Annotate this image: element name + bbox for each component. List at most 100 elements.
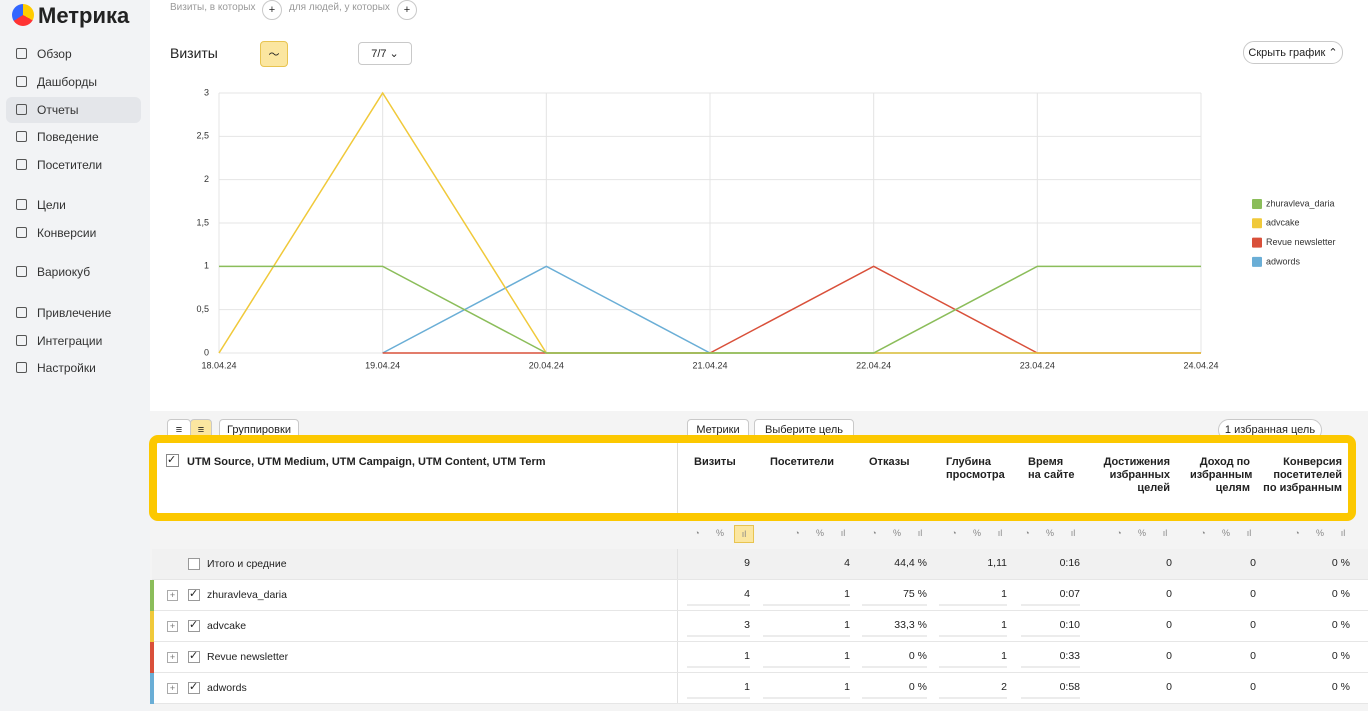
view-icon[interactable]: % [892, 528, 901, 538]
nav-icon [16, 131, 27, 142]
cell: 9 [744, 557, 750, 569]
view-icon[interactable]: ◔ [871, 528, 877, 538]
cell: 1 [744, 650, 750, 662]
cell: 0:16 [1059, 557, 1080, 569]
view-icon[interactable]: % [1315, 528, 1324, 538]
nav-item[interactable]: Посетители [37, 158, 103, 172]
view-icon[interactable]: ◔ [1294, 528, 1300, 538]
nav-item[interactable]: Обзор [37, 47, 72, 61]
view-icon[interactable]: ◔ [794, 528, 800, 538]
row-label: advcake [207, 620, 247, 632]
legend-swatch [1252, 256, 1262, 267]
table-row [152, 580, 1368, 611]
x-tick-label: 22.04.24 [856, 360, 891, 370]
nav-item[interactable]: Привлечение [37, 306, 112, 320]
checkbox[interactable]: ✓ [188, 681, 200, 694]
view-icon[interactable]: ◔ [1200, 528, 1206, 538]
cell: 44,4 % [894, 557, 927, 569]
table-row [152, 673, 1368, 704]
nav-icon [16, 104, 27, 115]
checkbox[interactable]: ✓ [188, 619, 200, 632]
view-icon[interactable]: % [715, 528, 724, 538]
view-icon[interactable]: % [815, 528, 824, 538]
nav-item[interactable]: Настройки [37, 361, 96, 375]
checkbox[interactable] [188, 558, 200, 570]
checkbox[interactable]: ✓ [188, 588, 200, 601]
nav-item[interactable]: Дашборды [37, 75, 97, 89]
y-tick-label: 1 [204, 261, 209, 271]
cell: 1 [744, 681, 750, 693]
view-icon[interactable]: ıl [997, 528, 1003, 538]
cell: 0 [1166, 588, 1172, 600]
hide-chart[interactable]: Скрыть график ⌃ [1243, 41, 1343, 64]
nav-item[interactable]: Отчеты [37, 103, 79, 117]
cell-track [939, 666, 1007, 668]
divider [677, 580, 678, 610]
nav-icon [16, 48, 27, 59]
column-header[interactable]: Достижения избранных целей [1103, 456, 1170, 494]
row-label: Revue newsletter [207, 651, 289, 663]
view-icon[interactable]: ıl [734, 525, 754, 543]
cell-track [687, 604, 750, 606]
expand[interactable]: + [167, 652, 178, 663]
view-icon[interactable]: ıl [1070, 528, 1076, 538]
nav-icon [16, 199, 27, 210]
cell: 0:33 [1059, 650, 1080, 662]
column-header[interactable]: Посетители [770, 456, 834, 468]
cell: 0 [1166, 619, 1172, 631]
view-icon[interactable]: ◔ [1116, 528, 1122, 538]
cell: 0 % [1331, 557, 1350, 569]
cell-track [763, 635, 850, 637]
checkbox[interactable]: ✓ [188, 650, 200, 663]
column-header[interactable]: Доход по избранным целям [1190, 456, 1253, 494]
expand[interactable]: + [167, 590, 178, 601]
add-filter[interactable]: + [397, 0, 417, 20]
legend-label: Revue newsletter [1266, 237, 1336, 247]
nav-icon [16, 266, 27, 277]
x-tick-label: 24.04.24 [1183, 360, 1218, 370]
view-icon[interactable]: % [1221, 528, 1230, 538]
line-mode[interactable]: 〜 [260, 41, 288, 67]
view-icon[interactable]: ıl [840, 528, 846, 538]
column-header[interactable]: Отказы [869, 456, 910, 468]
cell-track [939, 604, 1007, 606]
cell-track [862, 697, 927, 699]
cell: 0 % [1331, 588, 1350, 600]
nav-item[interactable]: Поведение [37, 130, 99, 144]
view-icon[interactable]: ◔ [1024, 528, 1030, 538]
add-filter[interactable]: + [262, 0, 282, 20]
filter: для людей, у которых [289, 2, 390, 13]
view-icon[interactable]: ıl [1162, 528, 1168, 538]
expand[interactable]: + [167, 621, 178, 632]
nav-item[interactable]: Конверсии [37, 226, 97, 240]
view-icon[interactable]: ıl [1340, 528, 1346, 538]
column-header[interactable]: Визиты [694, 456, 736, 468]
column-header[interactable]: Глубина просмотра [946, 456, 1005, 481]
checkbox[interactable]: ✓ [166, 454, 179, 467]
expand[interactable]: + [167, 683, 178, 694]
view-icon[interactable]: ◔ [951, 528, 957, 538]
legend-swatch [1252, 237, 1262, 248]
cell: 0 % [908, 650, 927, 662]
column-header[interactable]: Конверсия посетителей по избранным [1263, 456, 1342, 494]
segments[interactable]: 7/7 ⌄ [358, 42, 412, 65]
cell: 0:10 [1059, 619, 1080, 631]
y-tick-label: 0 [204, 347, 209, 357]
cell-track [1021, 604, 1080, 606]
view-icon[interactable]: ıl [1246, 528, 1252, 538]
view-icon[interactable]: % [1137, 528, 1146, 538]
nav-item[interactable]: Цели [37, 198, 66, 212]
nav-item[interactable]: Вариокуб [37, 265, 91, 279]
cell: 0 % [1331, 619, 1350, 631]
row-color [150, 580, 154, 611]
cell-track [862, 604, 927, 606]
view-icon[interactable]: ıl [917, 528, 923, 538]
nav-icon [16, 362, 27, 373]
view-icon[interactable]: ◔ [694, 528, 700, 538]
nav-item[interactable]: Интеграции [37, 334, 103, 348]
nav-icon [16, 307, 27, 318]
column-header[interactable]: Время на сайте [1028, 456, 1075, 481]
cell-track [862, 666, 927, 668]
view-icon[interactable]: % [1045, 528, 1054, 538]
view-icon[interactable]: % [972, 528, 981, 538]
